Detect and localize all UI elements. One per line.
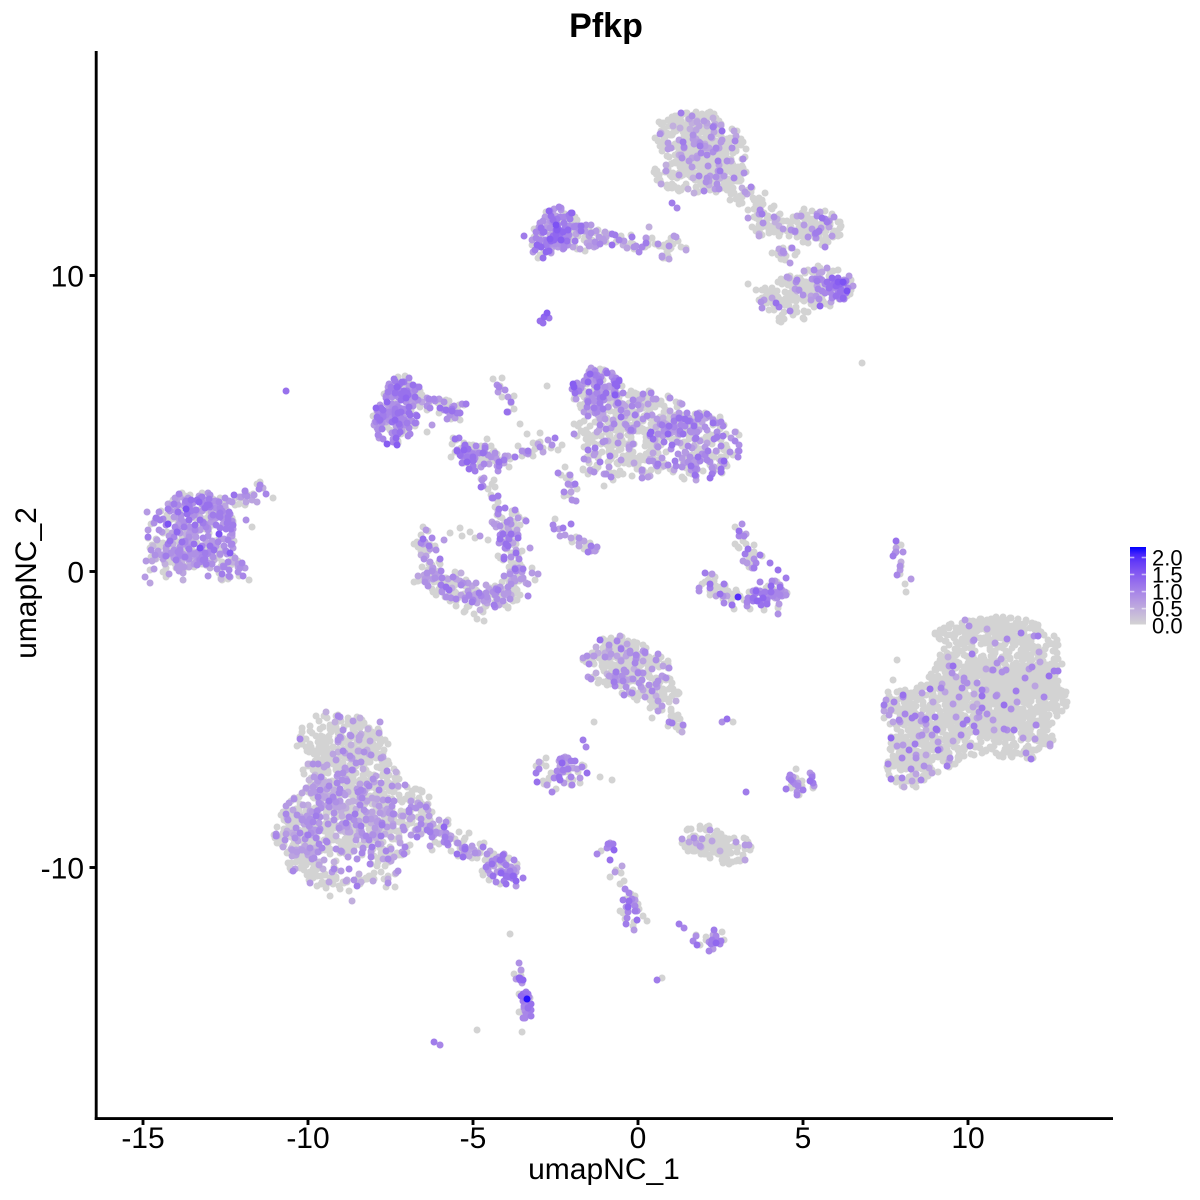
- svg-text:-10: -10: [41, 853, 84, 886]
- svg-text:0.0: 0.0: [1152, 614, 1183, 639]
- svg-text:0: 0: [67, 557, 84, 590]
- svg-text:Pfkp: Pfkp: [569, 7, 643, 45]
- svg-text:10: 10: [51, 261, 84, 294]
- svg-text:2.0: 2.0: [1152, 546, 1183, 571]
- svg-text:5: 5: [795, 1122, 812, 1155]
- svg-text:10: 10: [951, 1122, 984, 1155]
- svg-text:umapNC_2: umapNC_2: [10, 507, 43, 659]
- svg-text:1.0: 1.0: [1152, 580, 1183, 605]
- svg-text:-10: -10: [286, 1122, 329, 1155]
- svg-text:0.5: 0.5: [1152, 597, 1183, 622]
- svg-text:-5: -5: [460, 1122, 487, 1155]
- svg-text:-15: -15: [121, 1122, 164, 1155]
- svg-text:0: 0: [630, 1122, 647, 1155]
- svg-text:umapNC_1: umapNC_1: [528, 1153, 680, 1186]
- svg-text:1.5: 1.5: [1152, 563, 1183, 588]
